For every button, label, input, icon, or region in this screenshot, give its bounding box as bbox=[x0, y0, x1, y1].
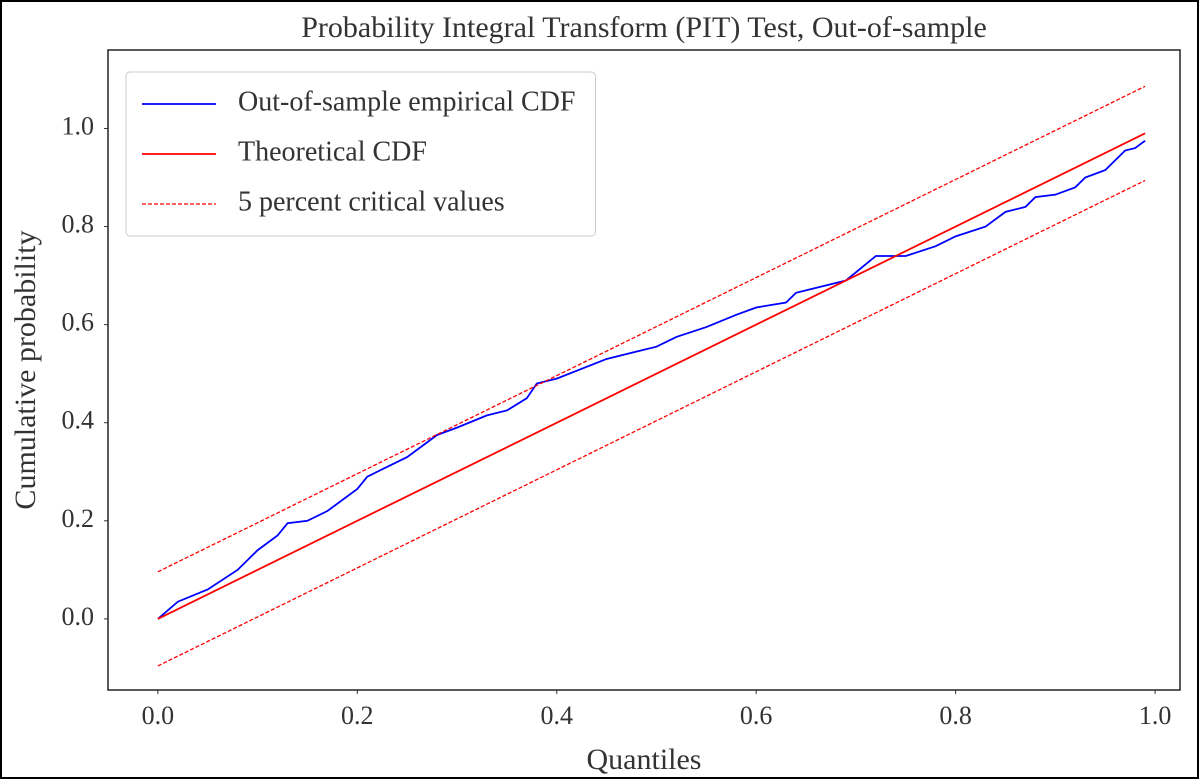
x-tick-label: 0.2 bbox=[341, 701, 374, 730]
legend-label: Out-of-sample empirical CDF bbox=[238, 86, 575, 117]
y-tick-label: 0.6 bbox=[62, 308, 95, 337]
x-tick-label: 0.6 bbox=[740, 701, 773, 730]
legend-label: Theoretical CDF bbox=[238, 136, 427, 167]
y-tick-label: 0.0 bbox=[62, 602, 95, 631]
chart-title: Probability Integral Transform (PIT) Tes… bbox=[301, 11, 987, 44]
y-tick-label: 0.2 bbox=[62, 504, 95, 533]
y-axis-label: Cumulative probability bbox=[9, 230, 42, 509]
legend-label: 5 percent critical values bbox=[238, 186, 505, 217]
plot-frame bbox=[107, 49, 1181, 691]
x-tick-label: 0.8 bbox=[939, 701, 972, 730]
x-axis-label: Quantiles bbox=[587, 743, 702, 776]
x-tick-label: 0.4 bbox=[540, 701, 573, 730]
y-tick-label: 0.4 bbox=[62, 406, 95, 435]
series-line bbox=[157, 85, 1146, 573]
legend: Out-of-sample empirical CDF Theoretical C… bbox=[125, 71, 596, 237]
x-tick-label: 1.0 bbox=[1139, 701, 1172, 730]
series-line bbox=[157, 179, 1146, 667]
series-line bbox=[157, 140, 1146, 620]
y-tick-label: 1.0 bbox=[62, 111, 95, 140]
x-tick-label: 0.0 bbox=[142, 701, 175, 730]
y-tick-label: 0.8 bbox=[62, 210, 95, 239]
legend-box bbox=[125, 71, 596, 237]
series-line bbox=[157, 132, 1146, 620]
